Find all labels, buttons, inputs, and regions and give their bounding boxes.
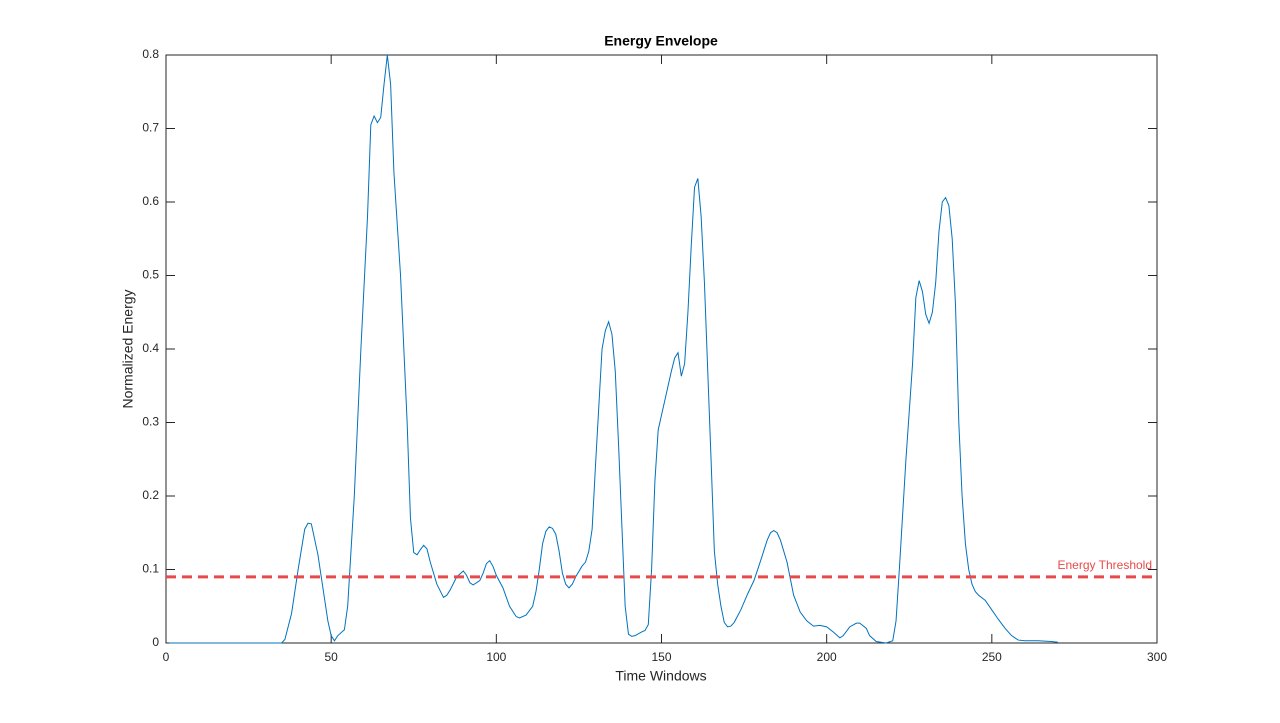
plot-area — [165, 54, 1158, 644]
y-tick-label: 0.3 — [142, 415, 159, 429]
y-tick-label: 0.1 — [142, 562, 159, 576]
x-tick-label: 150 — [651, 650, 671, 664]
y-tick-label: 0.8 — [142, 47, 159, 61]
y-axis-label: Normalized Energy — [120, 289, 136, 408]
x-tick-label: 200 — [817, 650, 837, 664]
x-axis-label: Time Windows — [615, 668, 706, 684]
x-tick-label: 250 — [982, 650, 1002, 664]
x-tick-label: 300 — [1147, 650, 1167, 664]
chart-title: Energy Envelope — [604, 33, 718, 49]
y-tick-label: 0.5 — [142, 268, 159, 282]
y-tick-label: 0.6 — [142, 194, 159, 208]
x-tick-label: 100 — [486, 650, 506, 664]
y-tick-label: 0.7 — [142, 121, 159, 135]
energy-line — [169, 54, 1058, 644]
y-tick-label: 0.4 — [142, 341, 159, 355]
x-tick-label: 50 — [324, 650, 338, 664]
threshold-label: Energy Threshold — [1058, 558, 1153, 572]
y-tick-label: 0.2 — [142, 488, 159, 502]
y-tick-label: 0 — [152, 635, 159, 649]
x-tick-label: 0 — [163, 650, 170, 664]
